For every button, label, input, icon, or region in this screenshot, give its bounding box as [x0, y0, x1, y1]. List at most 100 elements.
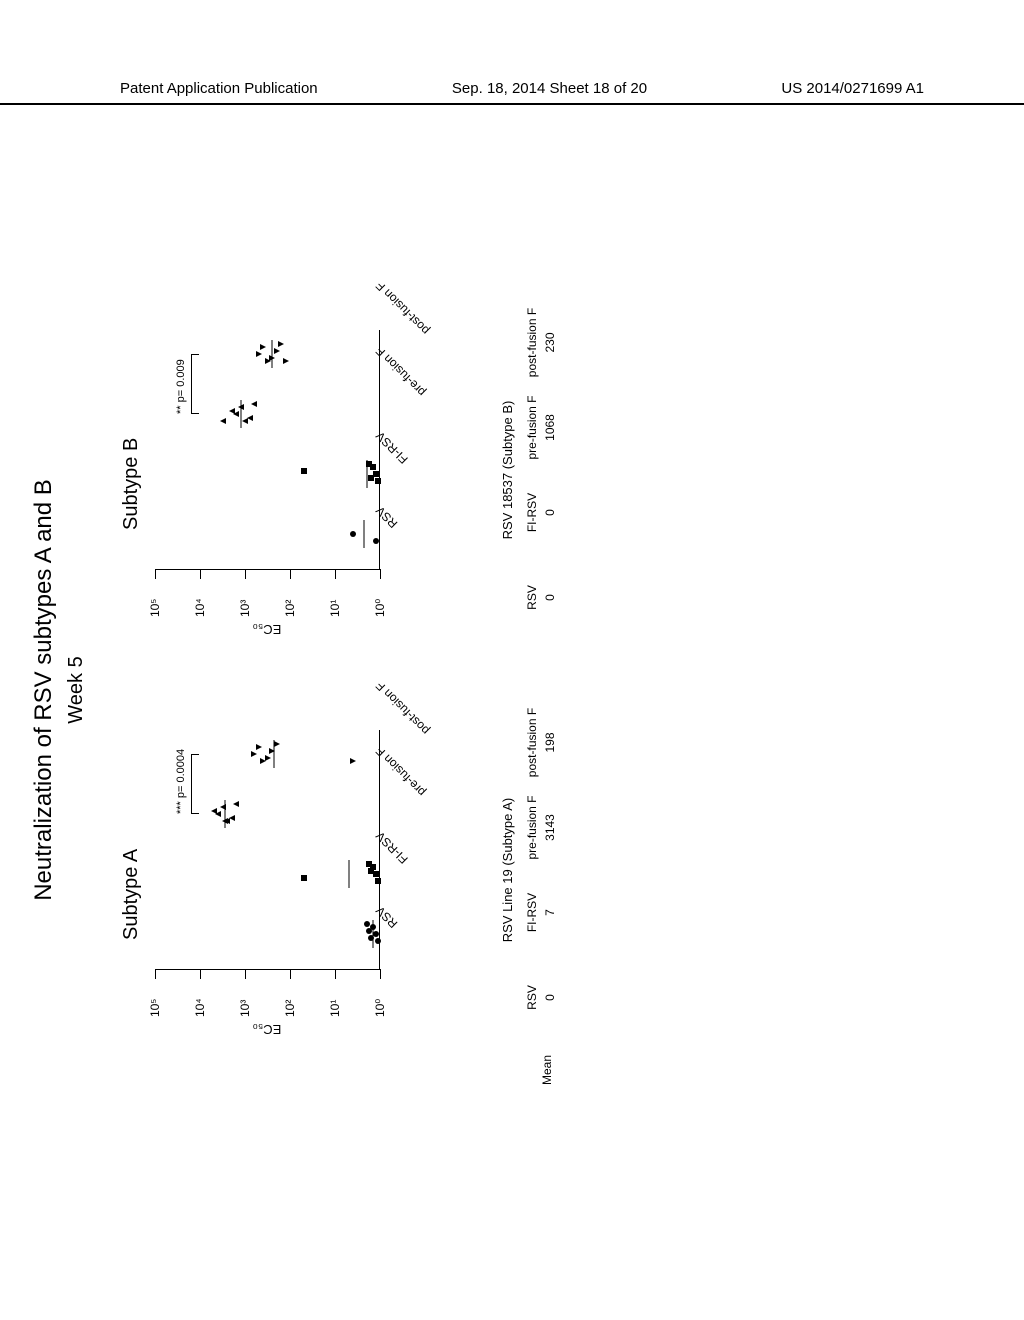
data-marker [360, 927, 378, 935]
table-b-col-2: pre-fusion F [525, 385, 539, 470]
ytick-label: 10³ [238, 1000, 252, 1017]
table-a-val-1: 7 [543, 870, 557, 955]
table-b-header-row: RSV FI-RSV pre-fusion F post-fusion F [525, 300, 539, 640]
mean-bar [240, 400, 241, 428]
table-b-val-1: 0 [543, 470, 557, 555]
ylabel: EC₅₀ [253, 1022, 282, 1037]
header-right: US 2014/0271699 A1 [781, 80, 924, 97]
ytick-label: 10⁵ [148, 599, 162, 617]
table-subtype-b: RSV 18537 (Subtype B) RSV FI-RSV pre-fus… [500, 300, 557, 640]
ytick-label: 10¹ [328, 1000, 342, 1017]
ytick [155, 969, 156, 979]
plot-subtype-b: 10⁰10¹10²10³10⁴10⁵EC₅₀RSVFI-RSVpre-fusio… [155, 330, 415, 630]
ytick-label: 10³ [238, 600, 252, 617]
table-a-val-2: 3143 [543, 785, 557, 870]
data-marker [272, 340, 290, 348]
data-marker [362, 934, 380, 942]
ytick-label: 10⁵ [148, 999, 162, 1017]
table-subtype-a: RSV Line 19 (Subtype A) RSV FI-RSV pre-f… [500, 700, 557, 1040]
table-a-val-3: 198 [543, 700, 557, 785]
mean-bar [224, 800, 225, 828]
week-label: Week 5 [65, 656, 88, 723]
table-a-title: RSV Line 19 (Subtype A) [500, 700, 515, 1040]
table-b-data-row: 0 0 1068 230 [543, 300, 557, 640]
ytick [335, 969, 336, 979]
table-a-data-row: 0 7 3143 198 [543, 700, 557, 1040]
xtick-label: FI-RSV [373, 829, 411, 867]
ytick [200, 969, 201, 979]
pvalue-text: *** p= 0.0004 [175, 749, 187, 814]
ytick [290, 569, 291, 579]
data-marker [268, 347, 286, 355]
pvalue-bracket [191, 354, 199, 414]
table-a-col-3: post-fusion F [525, 700, 539, 785]
xtick-label: pre-fusion F [373, 744, 428, 799]
pvalue-bracket [191, 754, 199, 814]
plot-a-subtitle: Subtype A [120, 849, 143, 940]
data-marker [367, 537, 385, 545]
table-a-header-row: RSV FI-RSV pre-fusion F post-fusion F [525, 700, 539, 1040]
data-marker [205, 807, 223, 815]
table-b-col-0: RSV [525, 555, 539, 640]
plot-b-axes: 10⁰10¹10²10³10⁴10⁵EC₅₀RSVFI-RSVpre-fusio… [155, 330, 380, 570]
data-marker [344, 530, 362, 538]
ytick [335, 569, 336, 579]
xtick-label: post-fusion F [373, 679, 432, 738]
ylabel: EC₅₀ [253, 622, 282, 637]
table-b-val-3: 230 [543, 300, 557, 385]
pvalue-text: ** p= 0.009 [175, 359, 187, 414]
xtick-label: FI-RSV [373, 429, 411, 467]
data-marker [241, 414, 259, 422]
mean-bar [274, 740, 275, 768]
data-marker [245, 400, 263, 408]
table-b-col-1: FI-RSV [525, 470, 539, 555]
table-b-col-3: post-fusion F [525, 300, 539, 385]
data-marker [227, 800, 245, 808]
ytick [245, 569, 246, 579]
ytick-label: 10⁰ [373, 999, 387, 1017]
figure-container: FIG. 13 Neutralization of RSV subtypes A… [10, 290, 1024, 1090]
page-header: Patent Application Publication Sep. 18, … [0, 80, 1024, 105]
table-b-val-0: 0 [543, 555, 557, 640]
table-a-col-0: RSV [525, 955, 539, 1040]
mean-label: Mean [540, 1055, 554, 1085]
plot-b-subtitle: Subtype B [120, 438, 143, 530]
data-marker [214, 417, 232, 425]
data-marker [295, 874, 313, 882]
data-marker [369, 877, 387, 885]
ytick [155, 569, 156, 579]
ytick [200, 569, 201, 579]
ytick [290, 969, 291, 979]
data-marker [360, 460, 378, 468]
ytick [245, 969, 246, 979]
data-marker [277, 357, 295, 365]
plot-subtype-a: 10⁰10¹10²10³10⁴10⁵EC₅₀RSVFI-RSVpre-fusio… [155, 730, 415, 1030]
ytick-label: 10¹ [328, 600, 342, 617]
data-marker [263, 747, 281, 755]
ytick-label: 10² [283, 600, 297, 617]
mean-bar [366, 460, 367, 488]
xtick-label: post-fusion F [373, 279, 432, 338]
mean-bar [272, 340, 273, 368]
header-left: Patent Application Publication [120, 80, 318, 97]
table-a-col-2: pre-fusion F [525, 785, 539, 870]
table-b-title: RSV 18537 (Subtype B) [500, 300, 515, 640]
xtick-label: pre-fusion F [373, 344, 428, 399]
data-marker [295, 467, 313, 475]
ytick [380, 569, 381, 579]
ytick-label: 10⁴ [193, 998, 207, 1017]
data-marker [362, 867, 380, 875]
header-center: Sep. 18, 2014 Sheet 18 of 20 [452, 80, 647, 97]
table-b-val-2: 1068 [543, 385, 557, 470]
xtick-label: RSV [373, 503, 400, 530]
ytick-label: 10⁴ [193, 598, 207, 617]
data-marker [360, 860, 378, 868]
ytick-label: 10² [283, 1000, 297, 1017]
main-title: Neutralization of RSV subtypes A and B [30, 479, 58, 901]
table-a-col-1: FI-RSV [525, 870, 539, 955]
ytick-label: 10⁰ [373, 599, 387, 617]
table-a-val-0: 0 [543, 955, 557, 1040]
mean-bar [373, 920, 374, 948]
mean-bar [364, 520, 365, 548]
plot-a-axes: 10⁰10¹10²10³10⁴10⁵EC₅₀RSVFI-RSVpre-fusio… [155, 730, 380, 970]
